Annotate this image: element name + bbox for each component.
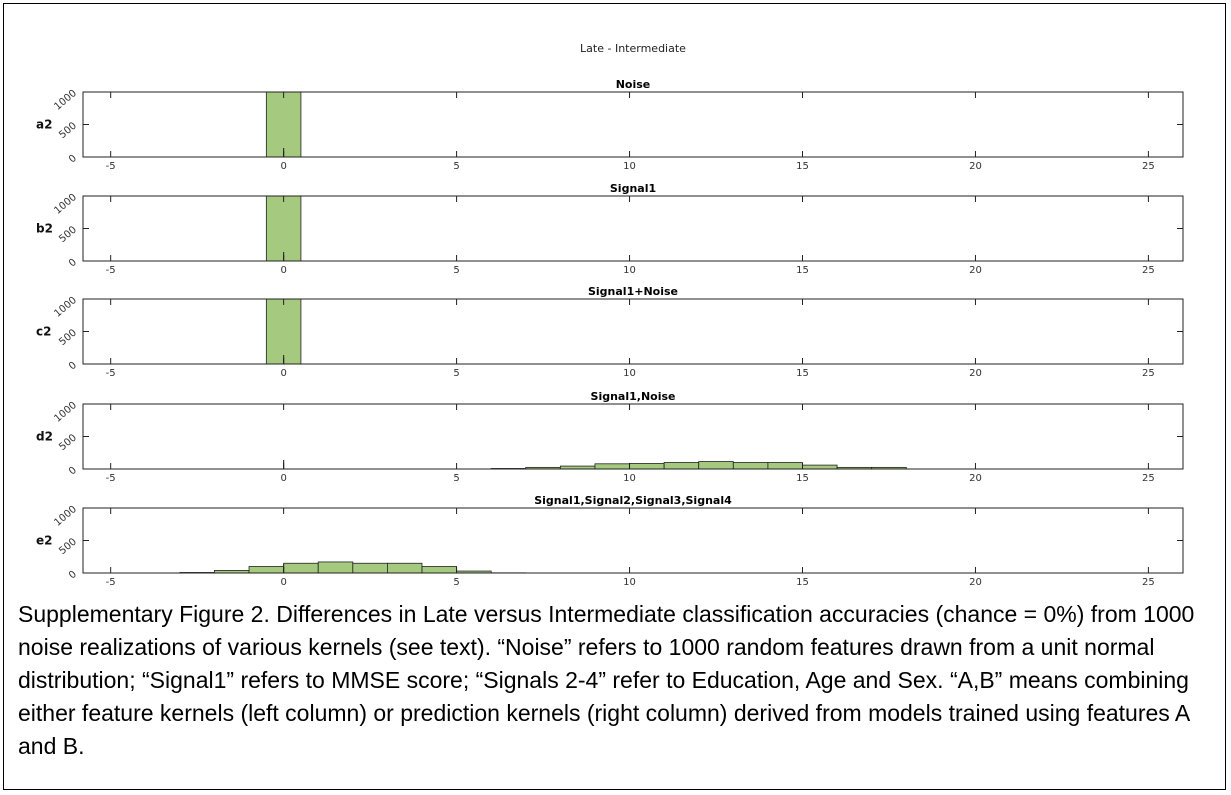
x-tick-label: 25	[1142, 473, 1155, 484]
y-tick-label: 500	[57, 327, 79, 348]
panel-title-a2: Noise	[616, 78, 651, 91]
panel-title-e2: Signal1,Signal2,Signal3,Signal4	[534, 494, 732, 507]
x-tick-label: 0	[280, 161, 286, 172]
x-tick-label: -5	[106, 577, 116, 588]
x-tick-label: 20	[969, 368, 982, 379]
y-tick-label: 1000	[52, 88, 79, 113]
x-tick-label: -5	[106, 473, 116, 484]
x-tick-label: 20	[969, 161, 982, 172]
histogram-bar	[421, 566, 457, 574]
x-tick-label: 5	[453, 577, 459, 588]
panel-axes-d2	[82, 403, 1184, 470]
x-tick-label: 0	[280, 473, 286, 484]
histogram-bar	[265, 195, 302, 262]
histogram-figure: Late - Intermediate Noise a2 -5 0 5 10 15 20 25 0 5…	[36, 42, 1184, 588]
histogram-bar	[594, 463, 630, 470]
panel-label-a2: a2	[36, 118, 52, 132]
x-tick-label: 5	[453, 473, 459, 484]
y-tick-label: 0	[67, 257, 79, 270]
x-tick-label: 10	[623, 265, 636, 276]
y-tick-label: 500	[57, 120, 79, 141]
x-tick-label: 25	[1142, 577, 1155, 588]
y-tick-label: 1000	[52, 192, 79, 217]
panel-axes-b2	[82, 195, 1184, 262]
x-tick-label: 5	[453, 161, 459, 172]
y-tick-label: 1000	[52, 504, 79, 529]
panel-title-c2: Signal1+Noise	[588, 285, 678, 298]
y-tick-label: 500	[57, 536, 79, 557]
x-tick-label: 20	[969, 577, 982, 588]
histogram-bar	[317, 561, 354, 574]
histogram-bar	[767, 462, 803, 470]
x-tick-label: 25	[1142, 161, 1155, 172]
x-tick-label: 20	[969, 265, 982, 276]
x-tick-label: 15	[796, 577, 809, 588]
panel-title-b2: Signal1	[610, 182, 656, 195]
x-tick-label: -5	[106, 265, 116, 276]
y-tick-label: 500	[57, 224, 79, 245]
panel-axes-e2	[82, 507, 1184, 574]
figure-suptitle: Late - Intermediate	[580, 42, 686, 55]
figure-frame	[3, 3, 1226, 790]
x-tick-label: 5	[453, 265, 459, 276]
x-tick-label: 0	[280, 368, 286, 379]
x-tick-label: 10	[623, 577, 636, 588]
y-tick-label: 500	[57, 432, 79, 453]
y-tick-label: 0	[67, 153, 79, 166]
histogram-bar	[802, 464, 838, 470]
x-tick-label: 5	[453, 368, 459, 379]
x-tick-label: 15	[796, 161, 809, 172]
y-tick-label: 1000	[52, 295, 79, 320]
panel-label-e2: e2	[36, 534, 53, 548]
histogram-bar	[698, 461, 734, 470]
panel-title-d2: Signal1,Noise	[591, 390, 676, 403]
x-tick-label: 10	[623, 161, 636, 172]
x-tick-label: 15	[796, 473, 809, 484]
x-tick-label: 0	[280, 577, 286, 588]
x-tick-label: 10	[623, 368, 636, 379]
x-tick-label: 0	[280, 265, 286, 276]
x-tick-label: 10	[623, 473, 636, 484]
histogram-bar	[265, 298, 302, 365]
x-tick-label: -5	[106, 368, 116, 379]
panel-label-c2: c2	[36, 325, 51, 339]
histogram-bar	[352, 562, 388, 574]
panel-axes-c2	[82, 298, 1184, 365]
panel-label-b2: b2	[36, 222, 53, 236]
histogram-bar	[629, 463, 665, 470]
histogram-bar	[663, 462, 700, 470]
panel-axes-a2	[82, 91, 1184, 158]
y-tick-label: 1000	[52, 400, 79, 425]
x-tick-label: 25	[1142, 368, 1155, 379]
x-tick-label: 20	[969, 473, 982, 484]
histogram-bar	[248, 566, 285, 574]
x-tick-label: 15	[796, 368, 809, 379]
x-tick-label: 25	[1142, 265, 1155, 276]
histogram-bar	[265, 91, 302, 158]
x-tick-label: -5	[106, 161, 116, 172]
histogram-bar	[732, 462, 769, 470]
x-tick-label: 15	[796, 265, 809, 276]
histogram-bar	[387, 562, 423, 574]
figure-caption: Supplementary Figure 2. Differences in L…	[18, 601, 1195, 759]
y-tick-label: 0	[67, 569, 79, 582]
y-tick-label: 0	[67, 465, 79, 478]
panel-label-d2: d2	[36, 430, 53, 444]
y-tick-label: 0	[67, 360, 79, 373]
histogram-bar	[283, 562, 319, 574]
